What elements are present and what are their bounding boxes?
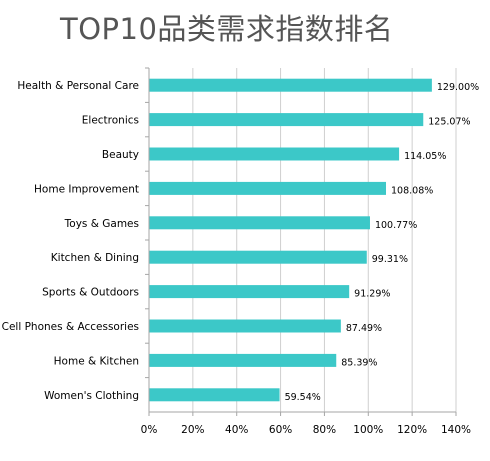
bar — [149, 388, 280, 402]
x-tick-label: 100% — [353, 424, 383, 436]
x-tick-label: 40% — [225, 424, 248, 436]
value-label: 129.00% — [437, 82, 479, 93]
category-label: Cell Phones & Accessories — [2, 321, 139, 333]
value-label: 100.77% — [375, 220, 417, 231]
x-tick-label: 20% — [181, 424, 204, 436]
bar — [149, 353, 337, 367]
bar — [149, 250, 367, 264]
value-label: 91.29% — [354, 289, 390, 300]
bar — [149, 147, 400, 161]
category-label: Kitchen & Dining — [51, 252, 139, 264]
category-label: Health & Personal Care — [17, 80, 139, 92]
category-label: Home Improvement — [34, 183, 139, 195]
x-tick-label: 120% — [397, 424, 427, 436]
value-label: 59.54% — [285, 392, 321, 403]
category-label: Toys & Games — [64, 218, 139, 230]
category-labels: Health & Personal Care Electronics Beauty H… — [2, 80, 139, 402]
value-label: 99.31% — [372, 254, 408, 265]
value-label: 114.05% — [404, 151, 446, 162]
value-label: 125.07% — [428, 117, 470, 128]
x-tick-labels: 0% 20% 40% 60% 80% 100% 120% 140% — [141, 424, 471, 436]
axes — [145, 67, 457, 416]
chart-title: TOP10品类需求指数排名 — [60, 12, 394, 46]
value-label: 87.49% — [346, 323, 382, 334]
category-label: Home & Kitchen — [54, 355, 139, 367]
value-labels: 129.00% 125.07% 114.05% 108.08% 100.77% 99.31… — [285, 82, 480, 403]
category-label: Women's Clothing — [44, 390, 139, 402]
bar — [149, 113, 424, 127]
bar — [149, 216, 370, 230]
bar — [149, 78, 432, 92]
value-label: 85.39% — [341, 357, 377, 368]
bar — [149, 181, 387, 195]
bars — [149, 78, 432, 402]
x-tick-label: 60% — [269, 424, 292, 436]
category-label: Electronics — [82, 115, 139, 127]
bar — [149, 319, 341, 333]
category-label: Sports & Outdoors — [42, 287, 139, 299]
bar — [149, 285, 350, 299]
value-label: 108.08% — [391, 185, 433, 196]
x-tick-label: 140% — [441, 424, 471, 436]
x-tick-label: 80% — [313, 424, 336, 436]
category-label: Beauty — [102, 149, 139, 161]
x-tick-label: 0% — [141, 424, 158, 436]
